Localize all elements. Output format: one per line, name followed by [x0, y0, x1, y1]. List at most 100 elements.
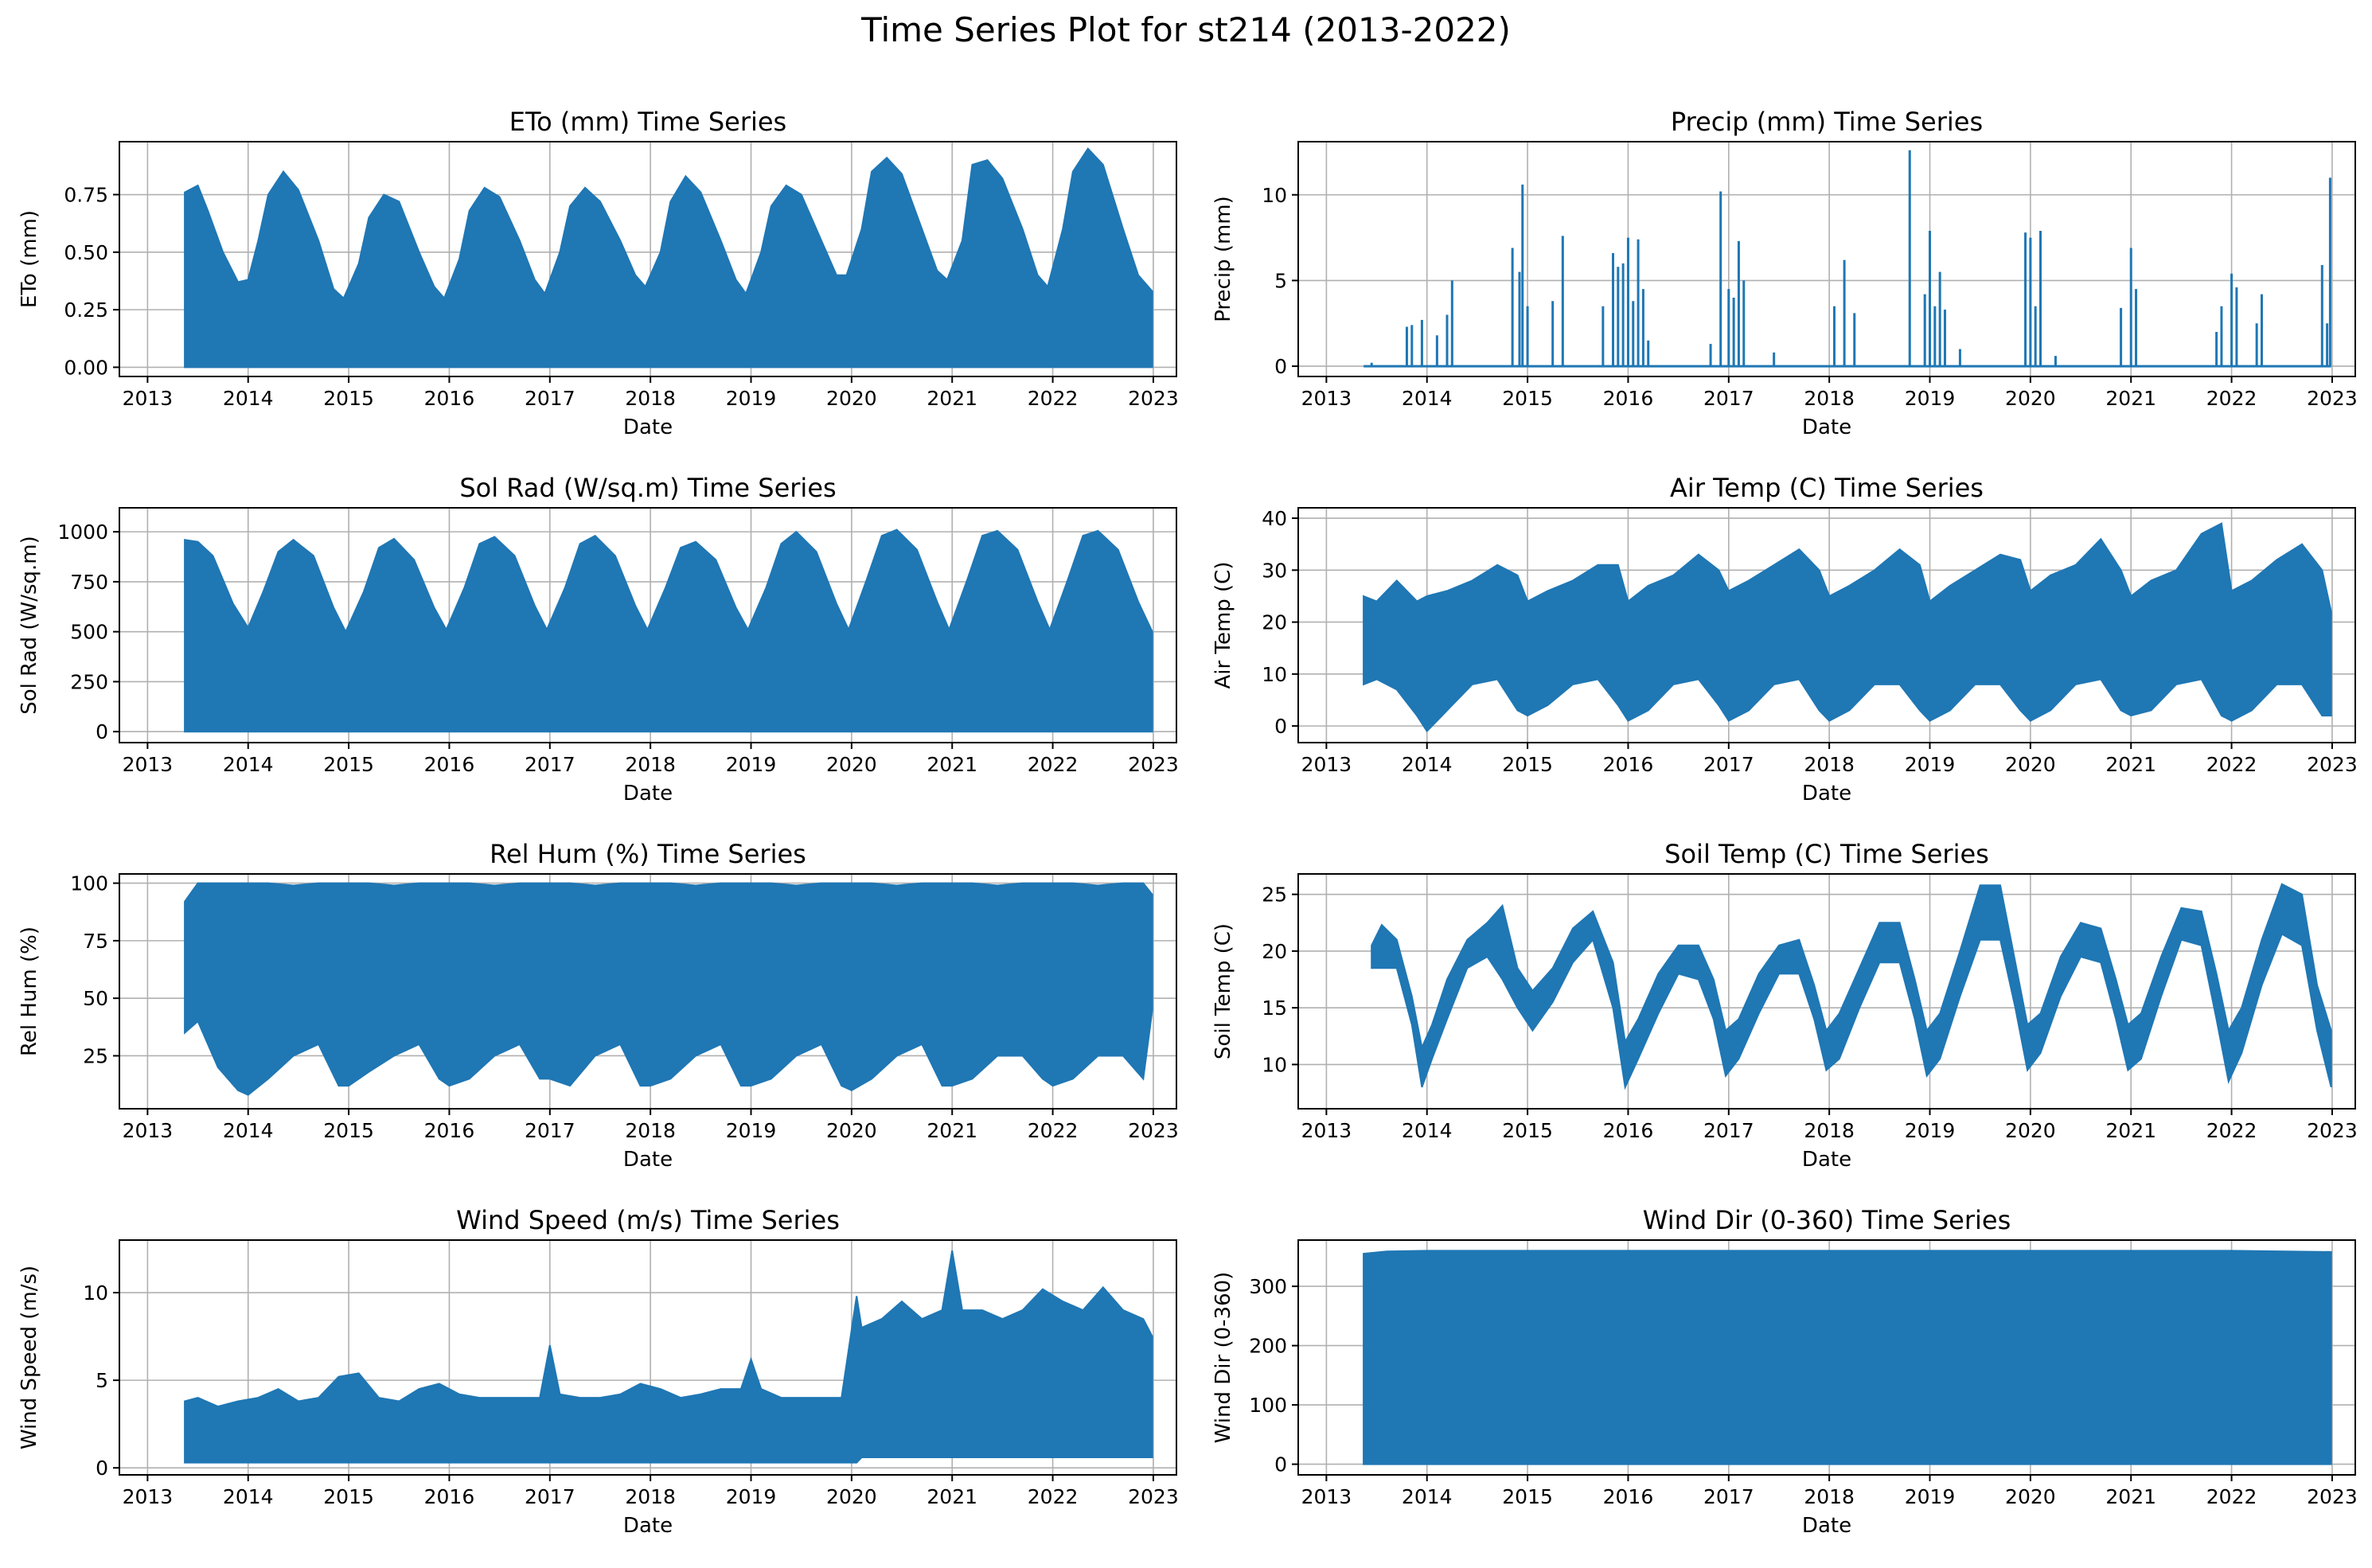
- y-tick-label: 40: [1262, 507, 1287, 530]
- axes-frame: [119, 1239, 1177, 1476]
- x-tick-label: 2013: [1301, 1119, 1352, 1142]
- axes-frame: [119, 873, 1177, 1110]
- y-tick-label: 0: [1274, 355, 1287, 378]
- y-tick-label: 0: [96, 1457, 108, 1480]
- x-tick-label: 2018: [1804, 1485, 1855, 1508]
- x-tick-label: 2015: [323, 753, 374, 776]
- x-tick-label: 2015: [1502, 753, 1553, 776]
- y-tick-label: 5: [1274, 269, 1287, 292]
- y-tick-label: 200: [1249, 1335, 1287, 1358]
- x-tick-label: 2021: [2105, 1119, 2156, 1142]
- x-tick-label: 2017: [1703, 1119, 1754, 1142]
- y-tick-label: 20: [1262, 611, 1287, 634]
- x-tick-label: 2022: [2206, 753, 2257, 776]
- axes-frame: [1297, 507, 2356, 743]
- x-tick-label: 2016: [1603, 753, 1654, 776]
- x-tick-label: 2014: [1402, 1119, 1453, 1142]
- x-tick-label: 2016: [1603, 1119, 1654, 1142]
- x-tick-label: 2018: [1804, 1119, 1855, 1142]
- y-tick-label: 30: [1262, 559, 1287, 582]
- subplot-title: Rel Hum (%) Time Series: [490, 839, 806, 869]
- x-tick-label: 2017: [1703, 1485, 1754, 1508]
- x-tick-label: 2021: [2105, 753, 2156, 776]
- series-band-sol-rad-w-sq-m: [184, 529, 1153, 733]
- subplot-rel-hum: 2013 2014 2015 2016 2017 2018 2019 2020 2021 2022…: [18, 839, 1179, 1172]
- y-tick-label: 5: [96, 1369, 108, 1392]
- x-axis-label: Date: [623, 1148, 673, 1172]
- x-tick-label: 2023: [2307, 1485, 2358, 1508]
- y-tick-label: 10: [1262, 184, 1287, 207]
- x-tick-label: 2018: [1804, 753, 1855, 776]
- x-tick-label: 2016: [424, 1119, 475, 1142]
- subplot-title: Wind Speed (m/s) Time Series: [456, 1205, 840, 1235]
- x-tick-label: 2022: [2206, 387, 2257, 410]
- x-tick-label: 2013: [1301, 387, 1352, 410]
- x-tick-label: 2022: [1028, 387, 1079, 410]
- y-tick-label: 25: [83, 1044, 108, 1067]
- y-axis-label: Air Temp (C): [1211, 562, 1235, 689]
- subplot-title: Sol Rad (W/sq.m) Time Series: [459, 473, 836, 503]
- subplot-title: Air Temp (C) Time Series: [1670, 473, 1984, 503]
- x-tick-label: 2021: [927, 387, 977, 410]
- x-tick-label: 2023: [1128, 1485, 1179, 1508]
- y-tick-label: 0.00: [64, 356, 108, 379]
- y-tick-label: 0: [1274, 1453, 1287, 1476]
- series-band-wind-speed-m-s: [184, 1250, 1153, 1464]
- x-tick-label: 2019: [726, 1119, 777, 1142]
- y-tick-label: 75: [83, 930, 108, 953]
- y-axis-label: Wind Dir (0-360): [1211, 1272, 1235, 1444]
- x-tick-label: 2023: [1128, 1119, 1179, 1142]
- x-tick-label: 2015: [1502, 1119, 1553, 1142]
- subplot-title: Soil Temp (C) Time Series: [1664, 839, 1989, 869]
- x-tick-label: 2023: [2307, 387, 2358, 410]
- x-axis-label: Date: [1802, 782, 1851, 805]
- x-tick-label: 2019: [726, 1485, 777, 1508]
- y-tick-label: 300: [1249, 1275, 1287, 1298]
- x-tick-label: 2018: [625, 387, 676, 410]
- x-tick-label: 2013: [1301, 1485, 1352, 1508]
- figure-title: Time Series Plot for st214 (2013-2022): [860, 10, 1511, 49]
- x-tick-label: 2015: [323, 1485, 374, 1508]
- y-axis-label: Wind Speed (m/s): [18, 1266, 41, 1449]
- x-tick-label: 2020: [826, 1485, 877, 1508]
- x-tick-label: 2016: [424, 387, 475, 410]
- axes-frame: [1297, 1239, 2356, 1476]
- y-tick-label: 10: [1262, 1053, 1287, 1076]
- x-tick-label: 2016: [1603, 387, 1654, 410]
- x-tick-label: 2018: [625, 1119, 676, 1142]
- x-tick-label: 2021: [927, 753, 977, 776]
- x-tick-label: 2017: [525, 753, 575, 776]
- x-tick-label: 2014: [223, 753, 274, 776]
- x-tick-label: 2018: [1804, 387, 1855, 410]
- x-tick-label: 2019: [1905, 753, 1956, 776]
- x-tick-label: 2016: [424, 1485, 475, 1508]
- x-tick-label: 2013: [123, 1119, 174, 1142]
- x-tick-label: 2023: [2307, 753, 2358, 776]
- x-tick-label: 2019: [1905, 1119, 1956, 1142]
- x-axis-label: Date: [1802, 415, 1851, 439]
- x-tick-label: 2021: [927, 1119, 977, 1142]
- x-tick-label: 2020: [826, 753, 877, 776]
- subplot-wind-speed-m-s: 2013 2014 2015 2016 2017 2018 2019 2020 2021 2022…: [18, 1205, 1179, 1538]
- series-band-wind-dir-0-360: [1363, 1250, 2332, 1465]
- x-tick-label: 2020: [2005, 1119, 2056, 1142]
- y-tick-label: 100: [70, 872, 108, 895]
- y-axis-label: Precip (mm): [1211, 196, 1235, 322]
- y-axis-label: Sol Rad (W/sq.m): [18, 536, 41, 715]
- x-axis-label: Date: [1802, 1148, 1851, 1172]
- x-tick-label: 2022: [1028, 753, 1079, 776]
- axes-frame: [1297, 141, 2356, 377]
- y-tick-label: 10: [1262, 663, 1287, 686]
- series-band-rel-hum: [184, 882, 1153, 1096]
- x-tick-label: 2013: [1301, 753, 1352, 776]
- x-tick-label: 2022: [1028, 1119, 1079, 1142]
- subplot-air-temp-c: 2013 2014 2015 2016 2017 2018 2019 2020 2021 2022…: [1211, 473, 2358, 805]
- y-tick-label: 100: [1249, 1394, 1287, 1417]
- subplot-sol-rad-w-sq-m: 2013 2014 2015 2016 2017 2018 2019 2020 2021 2022…: [18, 473, 1179, 805]
- x-tick-label: 2017: [525, 387, 575, 410]
- y-tick-label: 10: [83, 1281, 108, 1305]
- y-tick-label: 1000: [57, 521, 108, 544]
- x-tick-label: 2020: [826, 1119, 877, 1142]
- y-tick-label: 50: [83, 987, 108, 1010]
